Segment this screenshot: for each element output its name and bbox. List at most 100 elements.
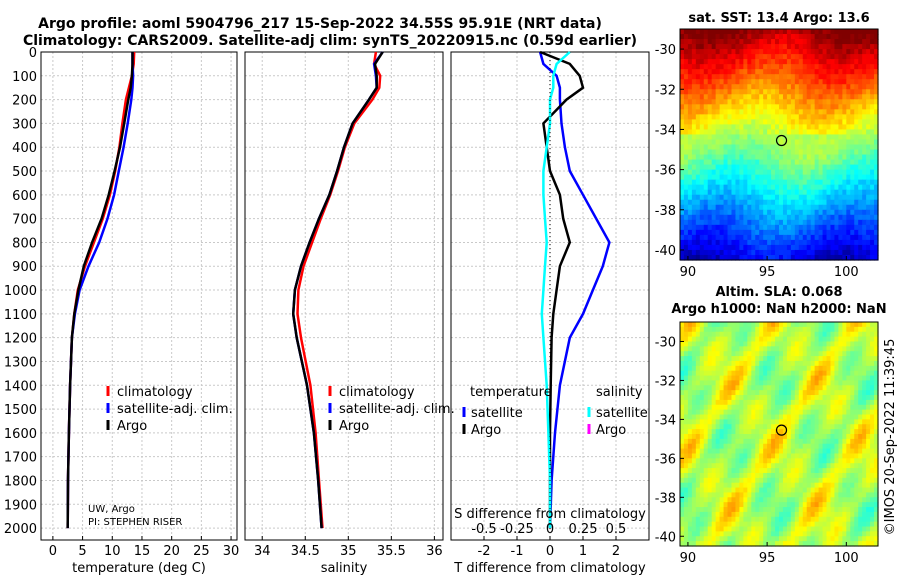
map-cell [711, 414, 717, 420]
map-cell [723, 199, 729, 206]
map-cell [775, 79, 780, 85]
map-cell [775, 341, 780, 347]
map-cell [739, 390, 744, 396]
map-cell [838, 74, 843, 80]
map-cell [727, 541, 733, 547]
map-cell [782, 164, 788, 171]
map-cell [870, 399, 875, 406]
map-cell [719, 169, 725, 176]
map-cell [731, 370, 737, 377]
map-cell [751, 54, 756, 60]
map-cell [779, 453, 784, 459]
map-cell [723, 224, 729, 231]
map-cell [680, 204, 685, 211]
map-cell [707, 395, 713, 401]
map-cell [810, 424, 816, 430]
map-cell [802, 351, 808, 357]
map-cell [747, 536, 752, 542]
map-cell [798, 69, 804, 75]
map-cell [802, 409, 808, 416]
map-cell [703, 174, 709, 181]
footnote-pi: PI: STEPHEN RISER [88, 517, 182, 528]
map-cell [862, 124, 867, 131]
map-cell [806, 99, 812, 105]
map-cell [862, 89, 867, 95]
map-cell [747, 443, 752, 450]
map-cell [858, 370, 863, 377]
legend-label: satellite-adj. clim. [117, 402, 233, 417]
map-cell [870, 404, 875, 411]
map-cell [862, 341, 867, 347]
map-cell [699, 59, 705, 65]
map-cell [707, 249, 713, 256]
map-cell [707, 404, 713, 411]
map-cell [715, 326, 721, 333]
map-cell [707, 124, 713, 131]
map-cell [763, 229, 768, 236]
map-cell [802, 184, 808, 191]
map-cell [771, 119, 776, 126]
map-cell [680, 395, 685, 401]
map-cell [747, 521, 752, 528]
map-cell [707, 458, 713, 464]
map-cell [834, 399, 839, 406]
map-cell [798, 159, 804, 166]
map-cell [711, 360, 717, 367]
map-cell [751, 424, 756, 430]
map-cell [735, 69, 740, 75]
map-cell [846, 336, 851, 343]
map-cell [854, 199, 859, 206]
map-cell [687, 356, 693, 362]
map-cell [727, 487, 733, 494]
map-cell [814, 531, 820, 537]
map-cell [711, 34, 717, 40]
map-cell [834, 139, 839, 146]
map-cell [862, 526, 867, 532]
map-cell [727, 74, 733, 80]
map-cell [743, 443, 748, 450]
map-cell [838, 124, 843, 131]
map-cell [759, 124, 764, 131]
map-cell [874, 380, 879, 386]
map-cell [767, 64, 772, 70]
map-cell [794, 497, 800, 503]
map-cell [707, 129, 713, 136]
map-cell [695, 511, 701, 518]
map-cell [870, 219, 875, 226]
map-cell [691, 511, 697, 518]
map-cell [743, 356, 748, 362]
map-cell [775, 224, 780, 231]
map-cell [810, 336, 816, 343]
map-cell [866, 174, 871, 181]
map-cell [703, 209, 709, 216]
map-cell [854, 419, 859, 425]
map-cell [699, 209, 705, 216]
map-cell [818, 189, 824, 196]
map-cell [739, 254, 744, 261]
map-cell [822, 360, 828, 367]
map-cell [707, 360, 713, 367]
map-cell [680, 360, 685, 367]
map-cell [703, 149, 709, 156]
map-cell [779, 492, 784, 498]
map-cell [838, 44, 843, 50]
map-cell [830, 531, 836, 537]
map-cell [790, 395, 796, 401]
map-cell [719, 174, 725, 181]
map-cell [771, 365, 776, 372]
map-cell [842, 149, 847, 156]
map-cell [830, 409, 836, 416]
legend-label: Argo [339, 419, 369, 434]
map-cell [751, 331, 756, 338]
map-cell [727, 114, 733, 120]
map-cell [751, 119, 756, 126]
map-cell [739, 526, 744, 532]
map-cell [759, 326, 764, 333]
map-cell [818, 164, 824, 171]
map-cell [874, 409, 879, 416]
map-cell [743, 124, 748, 131]
map-cell [846, 179, 851, 186]
map-cell [739, 385, 744, 391]
map-cell [834, 69, 839, 75]
map-cell [802, 380, 808, 386]
